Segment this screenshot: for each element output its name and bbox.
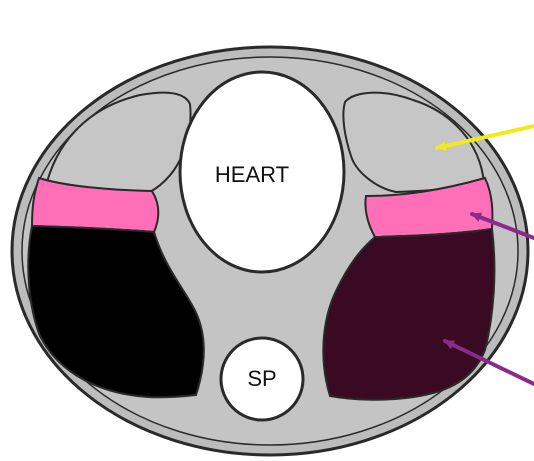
spine-label: SP	[247, 366, 276, 391]
spine-region	[219, 336, 305, 422]
purple-arrow-icon-middle	[470, 212, 534, 240]
left-dark-lower-region	[27, 224, 205, 399]
heart-region	[178, 70, 346, 274]
left-upper-grey-region	[43, 91, 192, 194]
yellow-arrow-icon	[435, 124, 534, 151]
purple-arrow-icon-lower	[443, 339, 534, 386]
heart-label: HEART	[215, 162, 289, 187]
right-dark-lower-region	[322, 227, 496, 401]
